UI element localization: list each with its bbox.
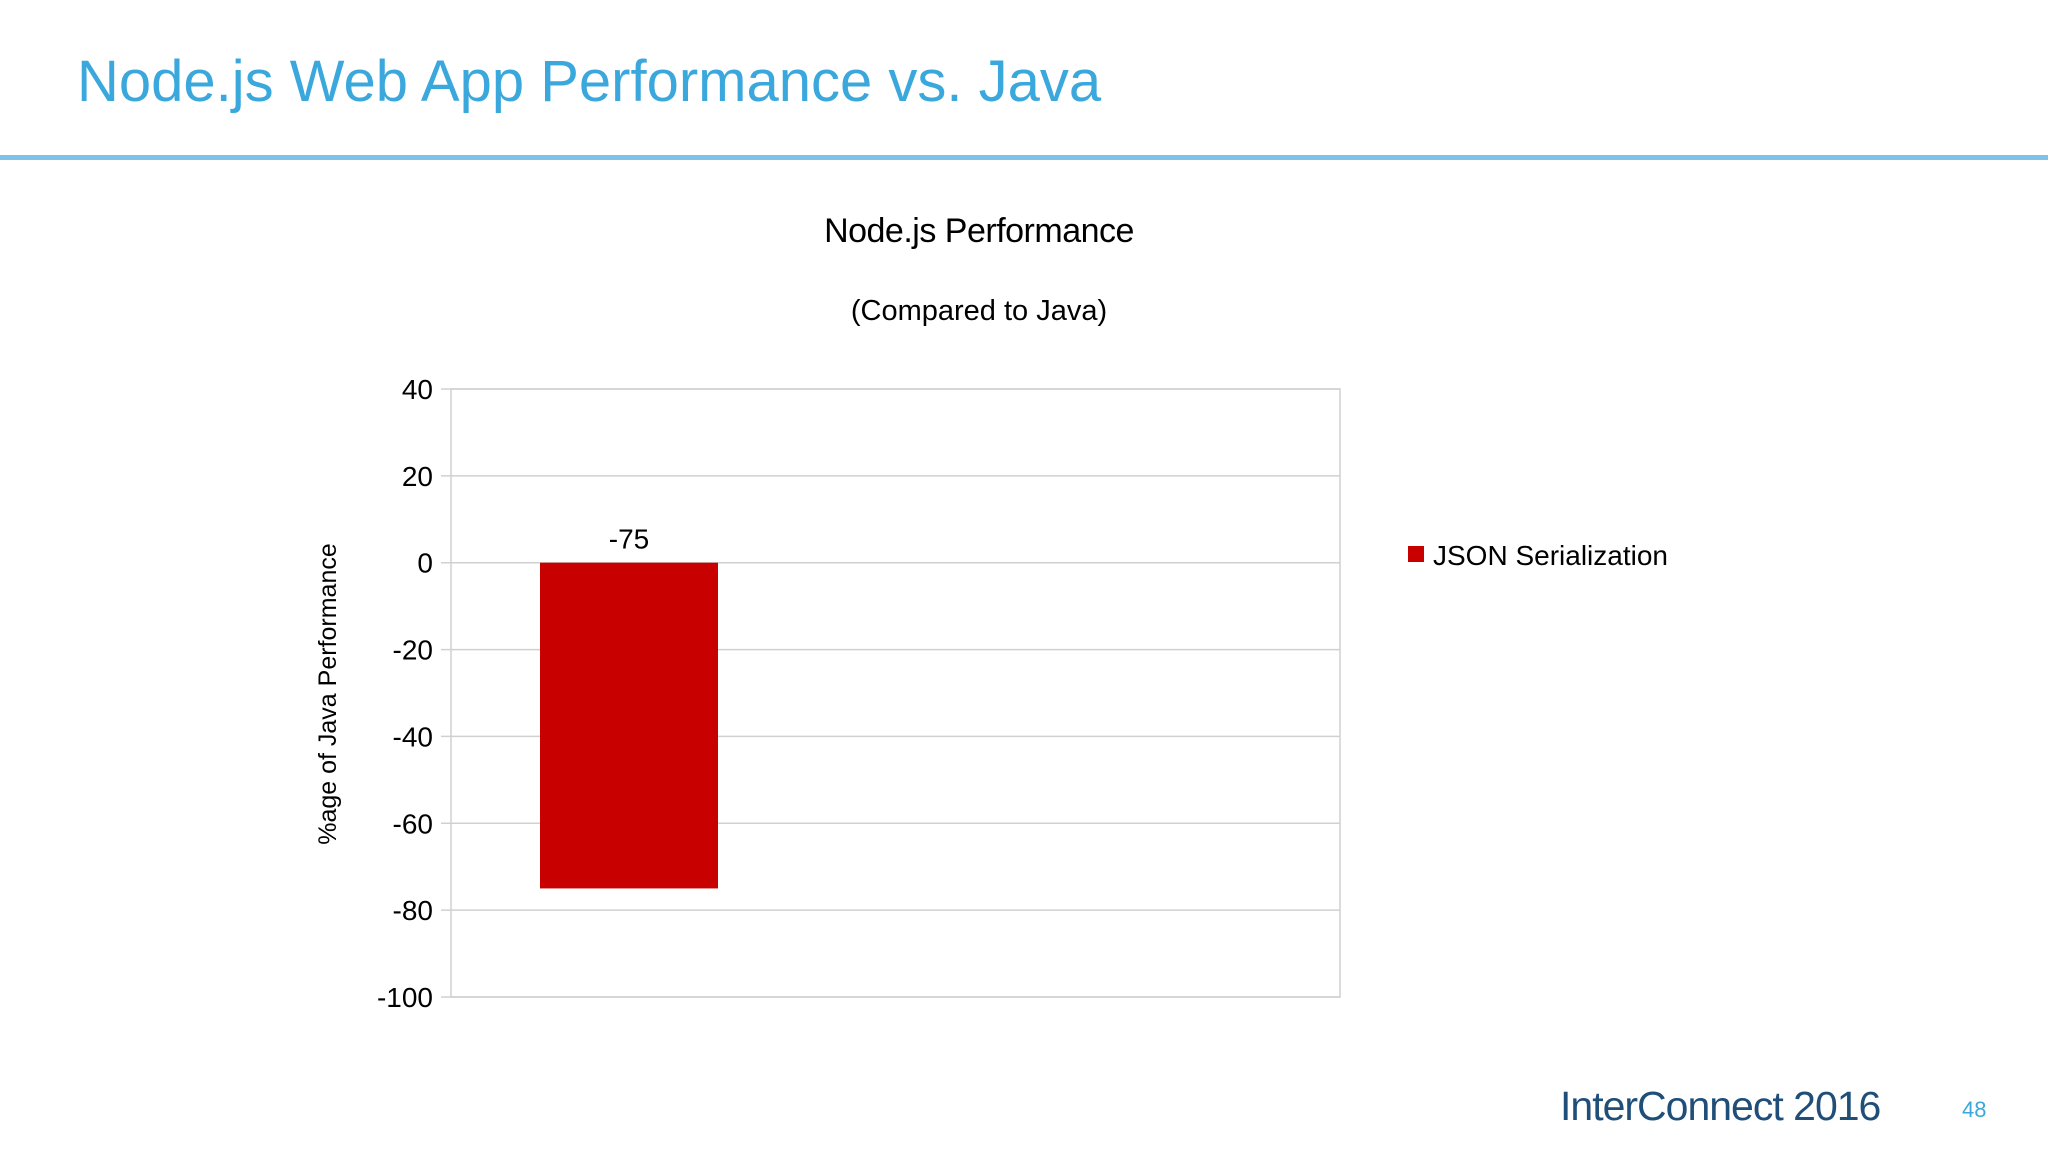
legend-label-json-serialization: JSON Serialization — [1433, 540, 1668, 571]
chart-subtitle: (Compared to Java) — [851, 295, 1107, 327]
data-labels: -75 — [609, 524, 649, 555]
slide-title: Node.js Web App Performance vs. Java — [77, 49, 1102, 114]
bars — [540, 562, 718, 889]
legend: JSON Serialization — [1408, 540, 1668, 571]
y-axis-ticks: 40 20 0 -20 -40 -60 -80 -100 — [377, 374, 433, 1013]
y-tick-label: -60 — [393, 808, 433, 839]
y-tick-label: 0 — [417, 548, 433, 579]
y-tick-label: -100 — [377, 982, 433, 1013]
footer-brand: InterConnect 2016 — [1560, 1083, 1881, 1129]
y-tick-label: -20 — [393, 635, 433, 666]
bar-json-serialization — [540, 562, 718, 889]
y-tick-label: 40 — [402, 374, 433, 405]
y-tick-label: -40 — [393, 721, 433, 752]
data-label: -75 — [609, 524, 649, 555]
legend-swatch-json-serialization — [1408, 546, 1424, 562]
y-axis-label: %age of Java Performance — [314, 543, 342, 845]
chart-title: Node.js Performance — [824, 212, 1134, 250]
page-number: 48 — [1962, 1097, 1987, 1122]
y-tick-label: -80 — [393, 895, 433, 926]
title-divider — [0, 155, 2048, 160]
y-tick-label: 20 — [402, 461, 433, 492]
